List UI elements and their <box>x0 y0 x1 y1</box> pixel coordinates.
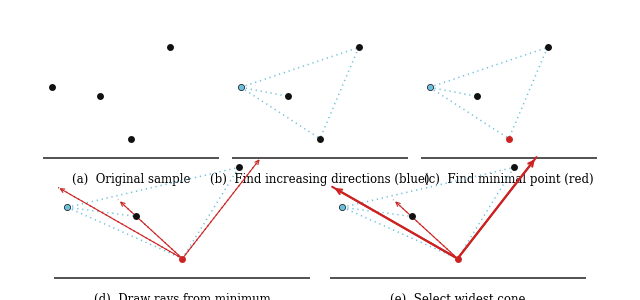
Text: (e)  Select widest cone: (e) Select widest cone <box>390 293 525 300</box>
Text: (d)  Draw rays from minimum: (d) Draw rays from minimum <box>94 293 271 300</box>
Text: (a)  Original sample: (a) Original sample <box>72 173 191 186</box>
Text: (c)  Find minimal point (red): (c) Find minimal point (red) <box>424 173 594 186</box>
Text: (b)  Find increasing directions (blue): (b) Find increasing directions (blue) <box>211 173 429 186</box>
